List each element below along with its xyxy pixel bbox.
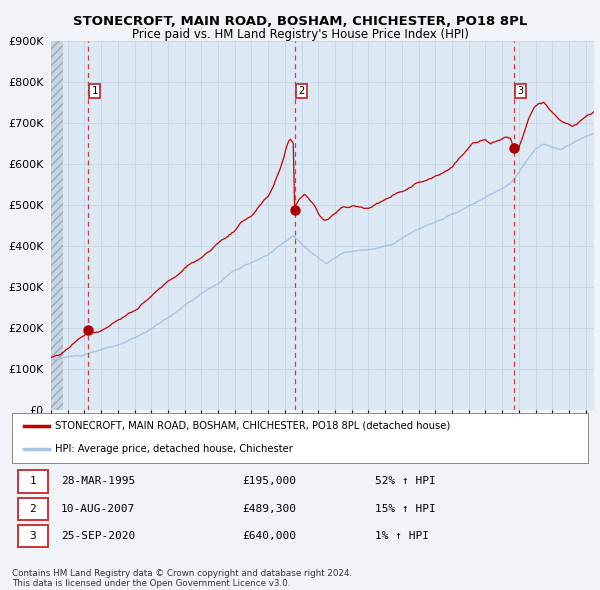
Text: 1: 1 bbox=[92, 86, 98, 96]
Text: Price paid vs. HM Land Registry's House Price Index (HPI): Price paid vs. HM Land Registry's House … bbox=[131, 28, 469, 41]
Text: HPI: Average price, detached house, Chichester: HPI: Average price, detached house, Chic… bbox=[55, 444, 293, 454]
Text: 25-SEP-2020: 25-SEP-2020 bbox=[61, 531, 135, 541]
Text: 10-AUG-2007: 10-AUG-2007 bbox=[61, 504, 135, 514]
Text: 1: 1 bbox=[29, 477, 36, 487]
Text: 3: 3 bbox=[29, 531, 36, 541]
Text: 15% ↑ HPI: 15% ↑ HPI bbox=[375, 504, 436, 514]
FancyBboxPatch shape bbox=[18, 525, 48, 548]
Text: 28-MAR-1995: 28-MAR-1995 bbox=[61, 477, 135, 487]
Text: £489,300: £489,300 bbox=[242, 504, 296, 514]
Text: £195,000: £195,000 bbox=[242, 477, 296, 487]
Text: 2: 2 bbox=[29, 504, 36, 514]
Text: Contains HM Land Registry data © Crown copyright and database right 2024.
This d: Contains HM Land Registry data © Crown c… bbox=[12, 569, 352, 588]
Bar bbox=[51, 41, 62, 410]
Text: STONECROFT, MAIN ROAD, BOSHAM, CHICHESTER, PO18 8PL: STONECROFT, MAIN ROAD, BOSHAM, CHICHESTE… bbox=[73, 15, 527, 28]
FancyBboxPatch shape bbox=[18, 470, 48, 493]
Text: 2: 2 bbox=[298, 86, 305, 96]
Text: 52% ↑ HPI: 52% ↑ HPI bbox=[375, 477, 436, 487]
Text: 1% ↑ HPI: 1% ↑ HPI bbox=[375, 531, 429, 541]
FancyBboxPatch shape bbox=[18, 498, 48, 520]
Bar bbox=[51, 41, 62, 410]
Text: 3: 3 bbox=[518, 86, 524, 96]
Text: STONECROFT, MAIN ROAD, BOSHAM, CHICHESTER, PO18 8PL (detached house): STONECROFT, MAIN ROAD, BOSHAM, CHICHESTE… bbox=[55, 421, 451, 431]
Text: £640,000: £640,000 bbox=[242, 531, 296, 541]
